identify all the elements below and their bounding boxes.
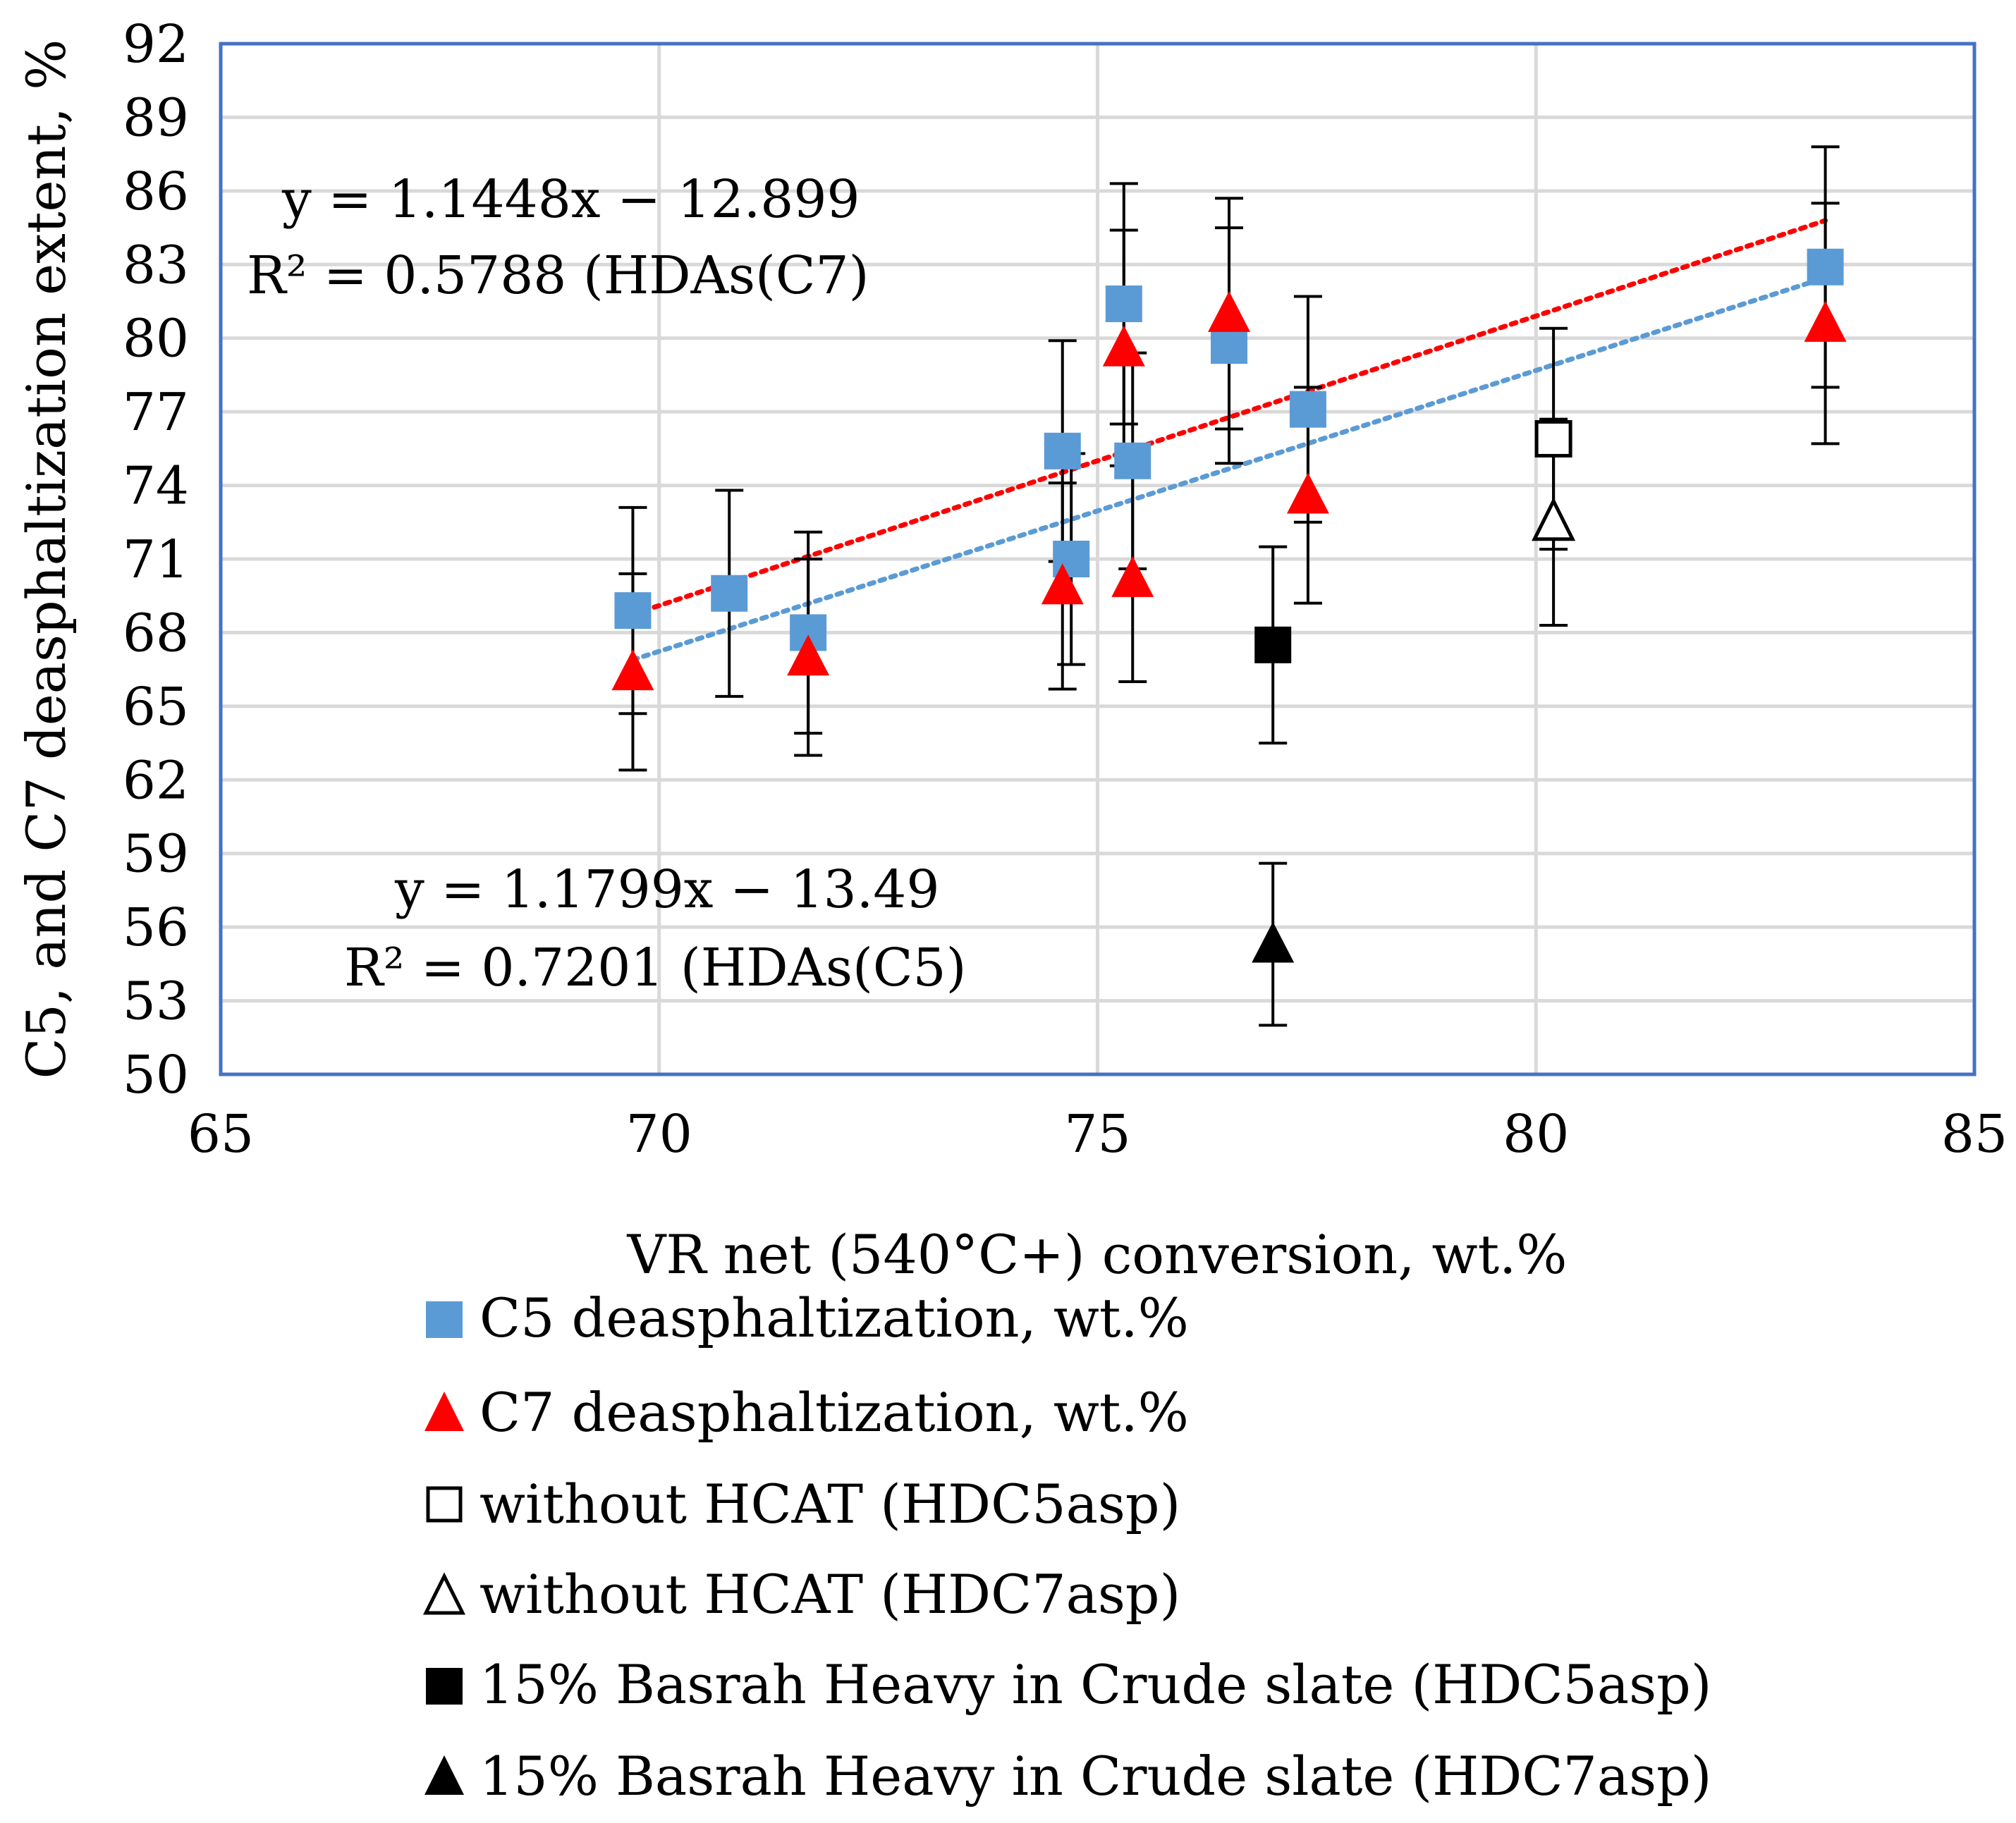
legend-item: C5 deasphaltization, wt.%: [426, 1287, 1189, 1349]
data-point-triangle: [1804, 300, 1847, 342]
equation-c5-line2: R² = 0.7201 (HDAs(C5): [344, 938, 966, 998]
y-tick-label: 92: [123, 14, 189, 75]
data-point-triangle: [1102, 325, 1145, 367]
x-axis-title: VR net (540°C+) conversion, wt.%: [626, 1223, 1567, 1286]
gridlines: [221, 44, 1974, 1074]
legend-item: 15% Basrah Heavy in Crude slate (HDC7asp…: [424, 1745, 1711, 1807]
x-tick-label: 70: [626, 1104, 692, 1165]
legend-item: without HCAT (HDC5asp): [426, 1473, 1180, 1535]
x-tick-label: 65: [188, 1104, 254, 1165]
data-point-square: [1254, 626, 1292, 663]
axis-tick-labels: 50 53 56 59 62 65 68 71 74 77 80 83 86 89 92 65 70 75 80 85: [123, 14, 2008, 1165]
x-tick-label: 80: [1503, 1104, 1569, 1165]
y-tick-label: 53: [123, 971, 189, 1032]
y-tick-label: 65: [123, 677, 189, 737]
equation-c7-line2: R² = 0.5788 (HDAs(C7): [247, 245, 869, 306]
y-tick-label: 62: [123, 750, 189, 811]
legend-marker-black-square: [426, 1668, 463, 1705]
legend-label: 15% Basrah Heavy in Crude slate (HDC7asp…: [479, 1745, 1711, 1807]
trendline: [630, 275, 1828, 663]
data-point-triangle: [787, 634, 830, 676]
y-tick-label: 50: [123, 1045, 189, 1105]
y-tick-label: 68: [123, 603, 189, 663]
legend-label: C7 deasphaltization, wt.%: [479, 1381, 1189, 1444]
data-point-triangle: [1286, 472, 1329, 514]
legend-label: 15% Basrah Heavy in Crude slate (HDC5asp…: [479, 1653, 1711, 1716]
y-tick-label: 59: [123, 824, 189, 885]
legend-item: without HCAT (HDC7asp): [422, 1563, 1180, 1626]
x-tick-label: 85: [1941, 1104, 2008, 1165]
legend-label: without HCAT (HDC7asp): [479, 1563, 1180, 1626]
legend-label: without HCAT (HDC5asp): [479, 1473, 1180, 1535]
legend-marker-open-triangle: [422, 1572, 466, 1615]
legend-marker-black-triangle: [424, 1755, 464, 1795]
equation-c7-line1: y = 1.1448x − 12.899: [281, 169, 860, 230]
legend-marker-open-square: [426, 1486, 463, 1523]
y-axis-title: C5, and C7 deasphaltization extent, %: [15, 39, 78, 1079]
data-point-triangle: [1252, 921, 1295, 963]
data-point-triangle: [611, 649, 654, 691]
y-tick-label: 77: [123, 382, 189, 443]
y-tick-label: 56: [123, 897, 189, 958]
legend: C5 deasphaltization, wt.% C7 deasphaltiz…: [422, 1287, 1711, 1807]
data-point-square: [1807, 248, 1844, 286]
y-tick-label: 86: [123, 161, 189, 222]
data-point-square: [1114, 442, 1151, 479]
legend-marker-c7: [424, 1392, 464, 1431]
y-tick-label: 89: [123, 87, 189, 148]
data-point-square: [1105, 285, 1142, 322]
y-tick-label: 80: [123, 309, 189, 369]
data-point-triangle: [1208, 290, 1251, 332]
y-tick-label: 71: [123, 529, 189, 590]
y-tick-label: 74: [123, 456, 189, 517]
data-markers: [611, 248, 1847, 963]
legend-marker-c5: [426, 1301, 463, 1338]
y-tick-label: 83: [123, 235, 189, 295]
data-point-square: [711, 575, 748, 612]
plot-area-frame: [219, 42, 1977, 1076]
legend-item: C7 deasphaltization, wt.%: [424, 1381, 1189, 1444]
data-point-square: [1289, 391, 1326, 428]
data-point-open-triangle: [1532, 497, 1576, 541]
equation-c5-line1: y = 1.1799x − 13.49: [394, 859, 939, 920]
legend-item: 15% Basrah Heavy in Crude slate (HDC5asp…: [426, 1653, 1711, 1716]
trendline: [630, 218, 1828, 617]
data-point-triangle: [1111, 556, 1154, 597]
trendlines: [630, 218, 1828, 663]
x-tick-label: 75: [1064, 1104, 1130, 1165]
data-point-triangle: [1041, 563, 1084, 605]
data-point-open-square: [1534, 419, 1572, 458]
data-point-square: [1211, 327, 1248, 364]
legend-label: C5 deasphaltization, wt.%: [479, 1287, 1189, 1349]
data-point-square: [1044, 432, 1081, 469]
data-point-square: [614, 592, 652, 630]
